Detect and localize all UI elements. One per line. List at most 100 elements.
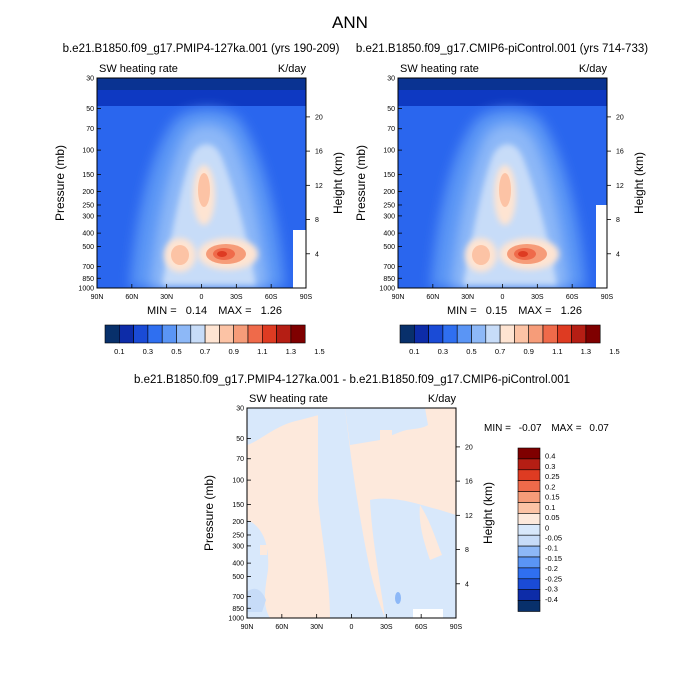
- colorbar-label: 1.1: [552, 347, 562, 356]
- panel-diff-height-ticks: 20 16 12 8 4: [456, 444, 473, 588]
- panel-left-height-ticks: 20 16 12 8 4: [306, 114, 323, 258]
- panel-diff-min: -0.07: [519, 423, 542, 434]
- colorbar-label: -0.4: [545, 595, 558, 604]
- lat-tick-label: 0: [200, 294, 204, 301]
- colorbar-swatch: [517, 600, 541, 612]
- colorbar-label: 0.2: [545, 482, 555, 491]
- height-tick-label: 8: [616, 217, 620, 224]
- pressure-tick-label: 400: [232, 561, 244, 568]
- colorbar-label: 1.3: [286, 347, 296, 356]
- colorbar-label: 0.5: [466, 347, 476, 356]
- colorbar-swatch: [119, 324, 134, 344]
- page-title: ANN: [332, 13, 368, 32]
- pressure-tick-label: 700: [232, 594, 244, 601]
- pressure-tick-label: 30: [236, 406, 244, 413]
- panel-right-stats: MIN = 0.15 MAX = 1.26: [447, 305, 582, 317]
- panel-left-max: 1.26: [261, 305, 282, 317]
- pressure-tick-label: 1000: [228, 616, 244, 623]
- pressure-tick-label: 150: [232, 502, 244, 509]
- colorbar-swatch: [517, 491, 541, 503]
- panel-left-stats: MIN = 0.14 MAX = 1.26: [147, 305, 282, 317]
- pressure-tick-label: 1000: [379, 286, 395, 293]
- pressure-tick-label: 1000: [78, 286, 94, 293]
- pressure-tick-label: 300: [82, 213, 94, 220]
- height-tick-label: 4: [315, 251, 319, 258]
- colorbar-swatch: [517, 578, 541, 590]
- colorbar-label: 0.7: [495, 347, 505, 356]
- colorbar-swatch: [517, 447, 541, 460]
- pressure-tick-label: 150: [383, 172, 395, 179]
- pressure-tick-label: 250: [232, 532, 244, 539]
- pressure-tick-label: 100: [232, 478, 244, 485]
- colorbar-label: 0.4: [545, 452, 555, 461]
- colorbar-swatch: [428, 324, 444, 344]
- pressure-tick-label: 50: [86, 106, 94, 113]
- colorbar-label: -0.25: [545, 574, 562, 583]
- colorbar-swatch: [413, 324, 429, 344]
- lat-tick-label: 90S: [300, 294, 313, 301]
- lat-tick-label: 90N: [392, 294, 405, 301]
- lat-tick-label: 60N: [426, 294, 439, 301]
- colorbar-label: 1.3: [581, 347, 591, 356]
- pressure-tick-label: 250: [82, 202, 94, 209]
- colorbar-swatch: [276, 324, 292, 344]
- height-tick-label: 20: [616, 114, 624, 121]
- lat-tick-label: 30N: [310, 624, 323, 631]
- lat-tick-label: 30S: [230, 294, 243, 301]
- panel-left-units: K/day: [278, 63, 307, 75]
- lat-tick-label: 30N: [160, 294, 173, 301]
- panel-left-pressure-ticks: 30 50 70 100 150 200 250 300 400 500 700 850 1000: [78, 76, 101, 293]
- panel-diff-contour-field: [247, 408, 456, 618]
- panel-left-min: 0.14: [186, 305, 207, 317]
- lat-tick-label: 60S: [566, 294, 579, 301]
- pressure-tick-label: 700: [383, 264, 395, 271]
- pressure-tick-label: 400: [82, 231, 94, 238]
- panel-left-lat-ticks: 90N 60N 30N 0 30S 60S 90S: [91, 284, 313, 301]
- colorbar-swatch: [290, 324, 306, 344]
- pressure-tick-label: 300: [232, 543, 244, 550]
- panel-right-min: 0.15: [486, 305, 507, 317]
- colorbar-label: 0.9: [228, 347, 238, 356]
- height-tick-label: 16: [315, 149, 323, 156]
- colorbar-label: 0.3: [143, 347, 153, 356]
- panel-left-ylabel: Pressure (mb): [53, 145, 67, 221]
- pressure-tick-label: 200: [383, 189, 395, 196]
- colorbar-swatch: [190, 324, 206, 344]
- colorbar-label: 0.3: [438, 347, 448, 356]
- colorbar-label: -0.05: [545, 533, 562, 542]
- colorbar-label: 1.5: [314, 347, 324, 356]
- colorbar-label: 1.1: [257, 347, 267, 356]
- pressure-tick-label: 500: [383, 244, 395, 251]
- panel-left-contour-field: [97, 78, 306, 288]
- height-tick-label: 4: [616, 251, 620, 258]
- panel-diff-pressure-ticks: 30 50 70 100 150 200 250 300 400 500 700 850 1000: [228, 406, 251, 623]
- panel-diff-units: K/day: [428, 393, 457, 405]
- colorbar-swatch: [517, 502, 541, 514]
- colorbar-label: 1.5: [609, 347, 619, 356]
- colorbar-swatch: [556, 324, 572, 344]
- pressure-tick-label: 30: [387, 76, 395, 83]
- pressure-tick-label: 500: [82, 244, 94, 251]
- colorbar-swatch: [528, 324, 544, 344]
- panel-diff-max-label: MAX =: [551, 423, 581, 434]
- colorbar-label: 0.15: [545, 493, 560, 502]
- colorbar-swatch: [542, 324, 558, 344]
- colorbar-label: 0.05: [545, 513, 560, 522]
- pressure-tick-label: 50: [387, 106, 395, 113]
- colorbar-swatch: [133, 324, 149, 344]
- pressure-tick-label: 70: [236, 456, 244, 463]
- panel-right-field-label: SW heating rate: [400, 63, 479, 75]
- panel-diff: b.e21.B1850.f09_g17.PMIP4-127ka.001 - b.…: [134, 374, 609, 631]
- lat-tick-label: 30S: [531, 294, 544, 301]
- colorbar-swatch: [517, 556, 541, 569]
- lat-tick-label: 30S: [380, 624, 393, 631]
- pressure-tick-label: 400: [383, 231, 395, 238]
- panel-diff-ylabel-right: Height (km): [481, 482, 495, 544]
- panel-right-ylabel: Pressure (mb): [354, 145, 368, 221]
- colorbar-swatch: [517, 567, 541, 580]
- pressure-tick-label: 850: [232, 606, 244, 613]
- panel-right-lat-ticks: 90N 60N 30N 0 30S 60S 90S: [392, 284, 614, 301]
- panel-diff-lat-ticks: 90N 60N 30N 0 30S 60S 90S: [241, 614, 463, 631]
- colorbar-label: 0.1: [545, 503, 555, 512]
- colorbar-swatch: [514, 324, 530, 344]
